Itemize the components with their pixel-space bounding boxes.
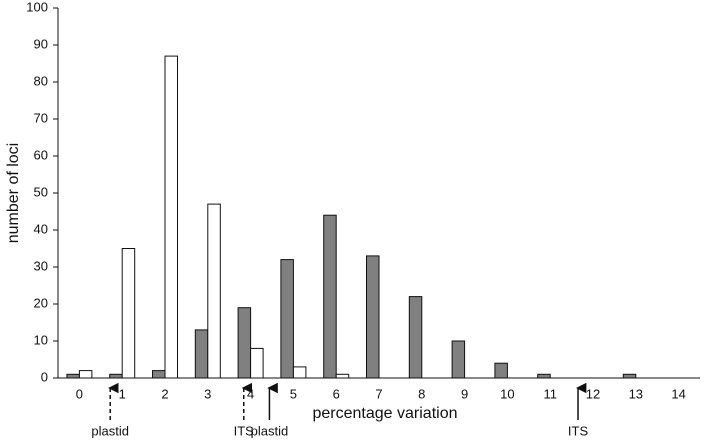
bar bbox=[194, 329, 209, 379]
x-tick-label: 1 bbox=[119, 386, 126, 401]
y-tick-label: 30 bbox=[34, 258, 48, 273]
x-tick-label: 4 bbox=[247, 386, 254, 401]
x-tick-label: 9 bbox=[461, 386, 468, 401]
bar bbox=[78, 370, 93, 379]
bar bbox=[408, 296, 423, 379]
y-tick-label: 100 bbox=[26, 0, 48, 14]
x-axis-title: percentage variation bbox=[313, 405, 458, 422]
bar bbox=[152, 370, 166, 379]
bar bbox=[323, 214, 337, 379]
bar bbox=[451, 340, 466, 379]
bar bbox=[335, 373, 350, 379]
bar bbox=[207, 203, 221, 379]
y-tick-label: 50 bbox=[34, 184, 48, 199]
bar bbox=[280, 259, 294, 379]
annotation-label: plastid bbox=[251, 423, 289, 438]
y-tick-label: 20 bbox=[34, 295, 48, 310]
bar bbox=[109, 373, 123, 379]
y-axis-title: number of loci bbox=[5, 143, 22, 244]
y-tick-label: 60 bbox=[34, 147, 48, 162]
bar bbox=[250, 347, 264, 379]
annotation-label: ITS bbox=[234, 423, 255, 438]
bar bbox=[66, 373, 80, 379]
y-tick-label: 90 bbox=[34, 36, 48, 51]
y-tick-label: 10 bbox=[34, 332, 48, 347]
bar bbox=[494, 362, 508, 379]
y-tick-label: 40 bbox=[34, 221, 48, 236]
bar bbox=[292, 366, 307, 379]
x-tick-label: 14 bbox=[671, 386, 685, 401]
bar bbox=[537, 373, 551, 379]
bar bbox=[121, 248, 136, 379]
x-tick-label: 7 bbox=[375, 386, 382, 401]
annotation-label: ITS bbox=[568, 423, 589, 438]
bar bbox=[622, 373, 637, 379]
x-tick-label: 12 bbox=[586, 386, 600, 401]
x-tick-label: 2 bbox=[161, 386, 168, 401]
x-tick-label: 0 bbox=[76, 386, 83, 401]
x-tick-label: 10 bbox=[500, 386, 514, 401]
y-tick-label: 0 bbox=[41, 369, 48, 384]
x-tick-label: 11 bbox=[543, 386, 557, 401]
bar bbox=[237, 307, 252, 379]
bar bbox=[366, 255, 380, 379]
x-tick-label: 6 bbox=[333, 386, 340, 401]
x-tick-label: 3 bbox=[204, 386, 211, 401]
x-tick-label: 8 bbox=[418, 386, 425, 401]
x-tick-label: 5 bbox=[290, 386, 297, 401]
bar bbox=[164, 55, 178, 379]
y-tick-label: 80 bbox=[34, 73, 48, 88]
x-tick-label: 13 bbox=[629, 386, 643, 401]
annotation-label: plastid bbox=[91, 423, 129, 438]
y-tick-label: 70 bbox=[34, 110, 48, 125]
